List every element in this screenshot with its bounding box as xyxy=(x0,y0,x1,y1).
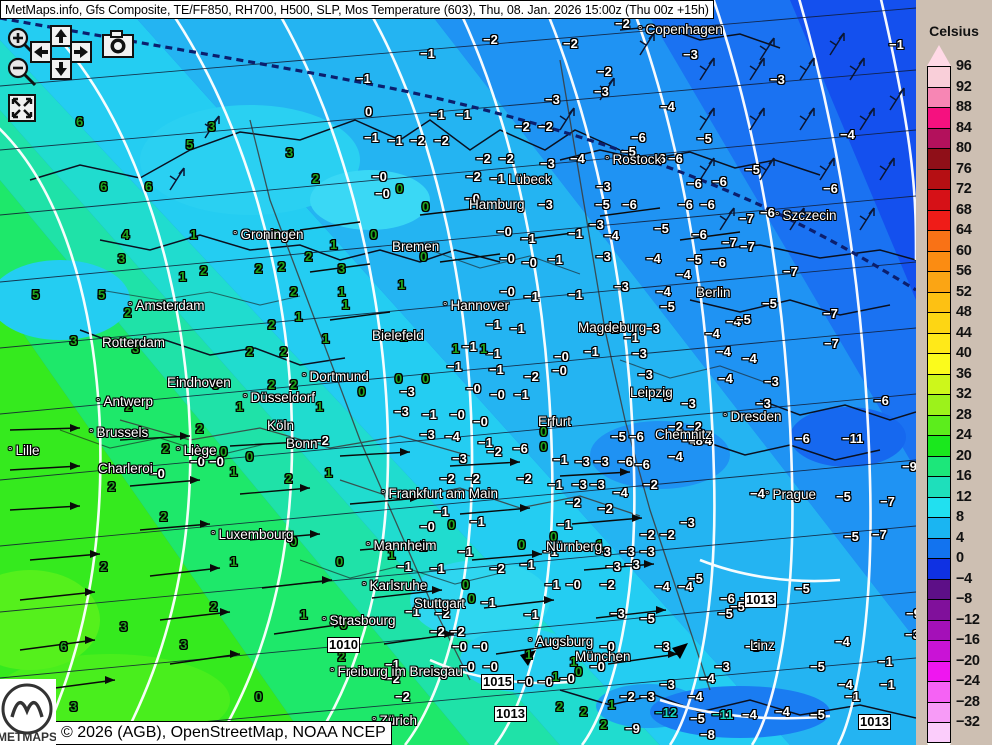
camera-icon[interactable] xyxy=(102,30,134,58)
wind-arrow-heads xyxy=(70,424,678,684)
legend-swatch xyxy=(927,86,951,107)
legend-colorbar xyxy=(927,66,951,743)
chart-title-text: MetMaps.info, Gfs Composite, TE/FF850, R… xyxy=(5,2,709,17)
legend-swatch xyxy=(927,312,951,333)
legend-swatch xyxy=(927,537,951,558)
legend-tick-label: −8 xyxy=(956,591,972,607)
legend-tick-label: −16 xyxy=(956,632,980,648)
legend-tick-label: 60 xyxy=(956,242,972,259)
legend-swatch xyxy=(927,127,951,148)
legend-tick-label: 4 xyxy=(956,529,964,546)
legend-swatch xyxy=(927,578,951,599)
legend-swatch xyxy=(927,230,951,251)
legend-tick-label: 76 xyxy=(956,160,972,177)
legend-tick-label: 64 xyxy=(956,222,972,238)
legend-swatch xyxy=(927,107,951,128)
legend-swatch xyxy=(927,496,951,517)
trough-line xyxy=(0,16,916,292)
map-viewport[interactable]: ° Copenhagen ° Rostock ° Szczecin Lübeck Ham… xyxy=(0,0,916,745)
legend-tick-label: 0 xyxy=(956,550,964,566)
zoom-out-icon[interactable] xyxy=(6,56,38,88)
legend-tick-label: 44 xyxy=(956,324,972,341)
wind-streamlines xyxy=(9,207,741,691)
legend-swatch xyxy=(927,332,951,353)
legend-swatch xyxy=(927,558,951,579)
legend-tick-label: 24 xyxy=(956,427,972,443)
legend-swatch xyxy=(927,394,951,415)
legend-swatch xyxy=(927,435,951,456)
legend-swatch xyxy=(927,168,951,189)
zoom-in-icon[interactable] xyxy=(6,26,38,58)
legend-swatch xyxy=(927,353,951,374)
legend-swatch xyxy=(927,291,951,312)
legend-panel: Celsius 96 92 88 84 80 76 72 68 64 60 56 52 48 44 40 36… xyxy=(916,0,992,745)
legend-tick-label: −12 xyxy=(956,611,980,628)
legend-swatch xyxy=(927,517,951,538)
legend-tick-label: 72 xyxy=(956,181,972,197)
legend-tick-label: 36 xyxy=(956,365,972,382)
pan-left-icon[interactable] xyxy=(30,41,52,63)
legend-tick-label: 84 xyxy=(956,119,972,136)
legend-tick-label: 96 xyxy=(956,58,972,74)
logo-text: METMAPS xyxy=(0,730,56,744)
legend-overflow-arrow-bottom xyxy=(927,742,951,745)
legend-overflow-arrow-top xyxy=(927,45,951,66)
legend-tick-label: 88 xyxy=(956,99,972,115)
legend-swatch xyxy=(927,476,951,497)
legend-tick-label: 12 xyxy=(956,488,972,505)
metmaps-logo: METMAPS xyxy=(0,679,57,745)
legend-tick-label: −32 xyxy=(956,714,980,730)
legend-swatch xyxy=(927,250,951,271)
legend-title: Celsius xyxy=(929,23,979,39)
legend-tick-label: 68 xyxy=(956,201,972,218)
pan-up-icon[interactable] xyxy=(50,25,72,47)
legend-swatch xyxy=(927,209,951,230)
attribution-text: © 2026 (AGB), OpenStreetMap, NOAA NCEP xyxy=(61,724,386,741)
internal-borders xyxy=(119,59,711,691)
legend-tick-label: 20 xyxy=(956,447,972,464)
legend-tick-label: 56 xyxy=(956,263,972,279)
legend-swatch xyxy=(927,373,951,394)
legend-tick-label: 40 xyxy=(956,345,972,361)
legend-tick-label: 28 xyxy=(956,406,972,423)
legend-swatch xyxy=(927,619,951,640)
legend-tick-label: 80 xyxy=(956,140,972,156)
legend-swatch xyxy=(927,701,951,722)
isobars xyxy=(0,0,916,745)
country-borders xyxy=(29,25,916,719)
legend-swatch xyxy=(927,271,951,292)
legend-swatch xyxy=(927,455,951,476)
legend-swatch xyxy=(927,66,951,87)
legend-tick-label: −4 xyxy=(956,570,972,587)
legend-swatch xyxy=(927,722,951,743)
chart-title-bar: MetMaps.info, Gfs Composite, TE/FF850, R… xyxy=(0,0,714,19)
legend-swatch xyxy=(927,681,951,702)
legend-tick-label: 32 xyxy=(956,386,972,402)
legend-tick-label: 16 xyxy=(956,468,972,484)
legend-swatch xyxy=(927,599,951,620)
legend-tick-label: 8 xyxy=(956,509,964,525)
front-markers xyxy=(520,643,688,666)
map-canvas xyxy=(0,0,916,745)
legend-tick-label: 52 xyxy=(956,283,972,300)
attribution-bar: © 2026 (AGB), OpenStreetMap, NOAA NCEP xyxy=(55,721,392,745)
legend-tick-label: −20 xyxy=(956,652,980,669)
wind-barbs xyxy=(169,32,905,231)
temperature-bands xyxy=(0,0,916,745)
pan-down-icon[interactable] xyxy=(50,58,72,80)
legend-tick-label: 48 xyxy=(956,304,972,320)
legend-tick-label: 92 xyxy=(956,78,972,95)
legend-swatch xyxy=(927,640,951,661)
legend-swatch xyxy=(927,414,951,435)
legend-swatch xyxy=(927,660,951,681)
legend-swatch xyxy=(927,148,951,169)
legend-tick-label: −28 xyxy=(956,693,980,710)
legend-swatch xyxy=(927,189,951,210)
pan-right-icon[interactable] xyxy=(70,41,92,63)
fullscreen-icon[interactable] xyxy=(8,94,36,122)
legend-tick-label: −24 xyxy=(956,673,980,689)
